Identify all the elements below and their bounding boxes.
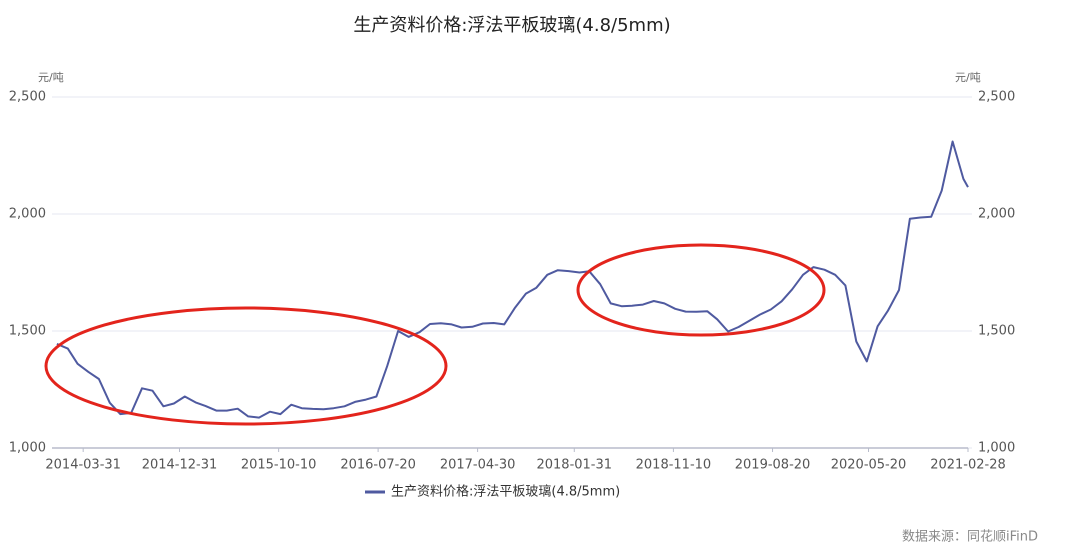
y2-tick-label: 2,000 bbox=[978, 207, 1015, 222]
y2-unit: 元/吨 bbox=[955, 71, 981, 84]
x-tick-label: 2018-11-10 bbox=[636, 458, 712, 473]
line bbox=[56, 140, 969, 419]
y2-tick-label: 1,500 bbox=[978, 324, 1015, 339]
highlight-ellipse bbox=[576, 243, 826, 337]
plot: 1,000 1,500 2,000 2,500 1,000 1,500 2,000 2,500… bbox=[9, 90, 1015, 500]
x-tick-label: 2015-10-10 bbox=[241, 458, 317, 473]
source: 数据来源：同花顺iFinD bbox=[902, 529, 1038, 545]
x-tick-label: 2014-03-31 bbox=[45, 458, 121, 473]
y2-tick-label: 2,500 bbox=[978, 90, 1015, 105]
y-tick-label: 2,500 bbox=[9, 90, 46, 105]
x-tick-label: 2018-01-31 bbox=[536, 458, 612, 473]
y-tick-label: 1,500 bbox=[9, 324, 46, 339]
x-tick-label: 2019-08-20 bbox=[735, 458, 811, 473]
y-tick-label: 1,000 bbox=[9, 441, 46, 456]
x-tick-label: 2016-07-20 bbox=[340, 458, 416, 473]
chart-title: 生产资料价格:浮法平板玻璃(4.8/5mm) bbox=[353, 15, 670, 36]
highlight-ellipse bbox=[44, 306, 448, 426]
x-tick-label: 2020-05-20 bbox=[831, 458, 907, 473]
x-tick-label: 2017-04-30 bbox=[440, 458, 516, 473]
y-unit: 元/吨 bbox=[38, 71, 64, 84]
x-tick-label: 2014-12-31 bbox=[142, 458, 218, 473]
legend-label: 生产资料价格:浮法平板玻璃(4.8/5mm) bbox=[391, 484, 620, 500]
y2-tick-label: 1,000 bbox=[978, 441, 1015, 456]
y-tick-label: 2,000 bbox=[9, 207, 46, 222]
x-tick-label: 2021-02-28 bbox=[930, 458, 1006, 473]
